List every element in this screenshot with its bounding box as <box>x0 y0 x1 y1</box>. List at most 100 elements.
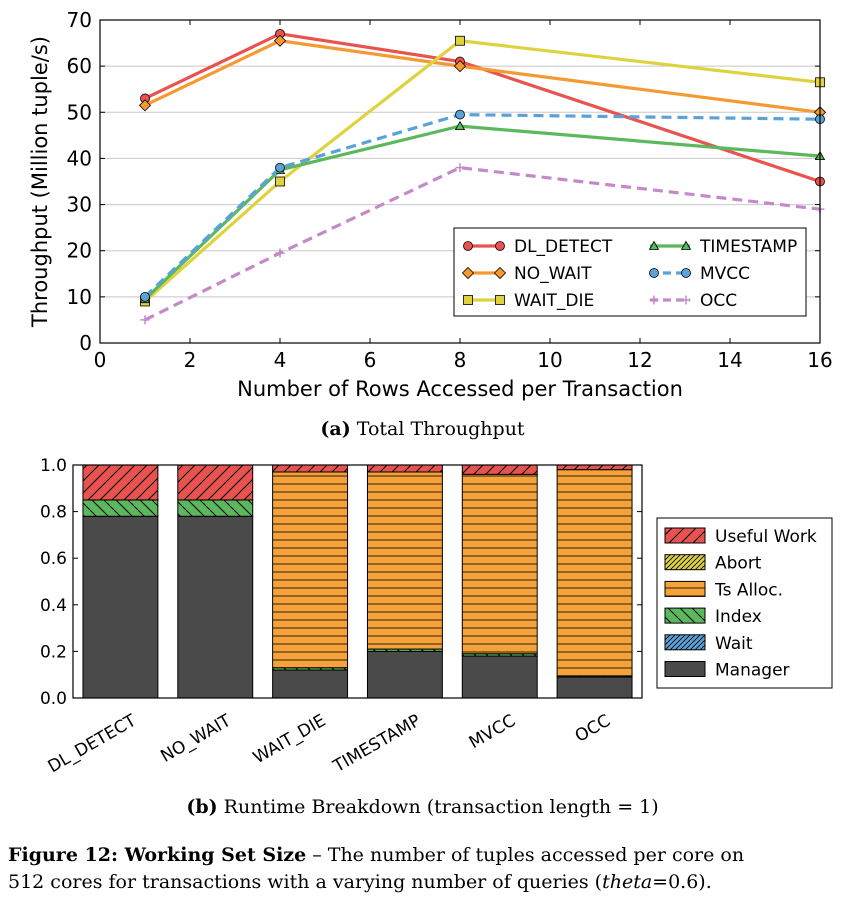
figure-caption-text-2b: =0.6). <box>652 871 712 893</box>
x-tick-label: 12 <box>627 348 652 372</box>
figure-caption-text-2a: 512 cores for transactions with a varyin… <box>8 871 603 893</box>
legend-label: Abort <box>715 554 762 574</box>
legend-swatch <box>664 554 706 571</box>
x-tick-label: 14 <box>717 348 742 372</box>
data-point-no-wait <box>453 60 467 73</box>
bar-segment-useful-work <box>272 464 349 473</box>
y-tick-label: 40 <box>67 146 92 170</box>
series-line-no-wait <box>144 39 821 114</box>
bar-segment-manager <box>461 655 538 699</box>
x-tick-label: 8 <box>454 348 467 372</box>
x-tick-label: TIMESTAMP <box>329 711 424 777</box>
legend-label: WAIT_DIE <box>514 291 594 311</box>
y-tick-label: 50 <box>67 100 92 124</box>
data-point-no-wait <box>273 34 287 47</box>
legend-label: Ts Alloc. <box>714 580 783 600</box>
subcaption-a-text: Total Throughput <box>356 418 525 440</box>
plot-frame <box>72 464 643 699</box>
legend-marker <box>681 295 691 305</box>
y-tick-label: 60 <box>67 54 92 78</box>
legend-entry-ts-alloc: Ts Alloc. <box>664 580 783 600</box>
data-point-occ <box>275 248 285 258</box>
legend-marker <box>648 240 660 250</box>
y-tick-label: 0.4 <box>40 596 67 616</box>
bar-segment-useful-work <box>461 464 538 475</box>
y-tick-label: 0.8 <box>40 503 67 523</box>
legend-entry-abort: Abort <box>664 554 762 574</box>
x-tick-label: 4 <box>274 348 287 372</box>
subcaption-b-label: (b) <box>186 796 218 818</box>
legend-entry-timestamp: TIMESTAMP <box>648 237 797 257</box>
bar-segment-manager <box>556 676 633 699</box>
data-point-occ <box>140 315 150 325</box>
legend-entry-index: Index <box>664 607 762 627</box>
bar-stack-occ: OCC <box>556 464 633 747</box>
legend-entry-no-wait: NO_WAIT <box>461 264 592 284</box>
legend-marker <box>461 266 475 280</box>
y-tick-label: 0.2 <box>40 642 67 662</box>
legend-entry-dl-detect: DL_DETECT <box>463 237 613 257</box>
legend-swatch <box>664 607 706 624</box>
legend-marker <box>680 240 692 250</box>
legend-entry-useful-work: Useful Work <box>664 527 817 547</box>
y-axis-label: Throughput (Million tuple/s) <box>28 36 52 328</box>
legend-entry-manager: Manager <box>664 661 790 681</box>
legend-entry-wait-die: WAIT_DIE <box>463 291 594 311</box>
legend-label: TIMESTAMP <box>699 237 797 257</box>
legend-marker <box>493 266 507 280</box>
legend-label: Manager <box>715 661 790 681</box>
data-point-mvcc <box>455 109 465 120</box>
figure-caption: Figure 12: Working Set Size – The number… <box>8 842 838 896</box>
plot-frame <box>99 19 821 344</box>
x-tick-label: 10 <box>537 348 562 372</box>
x-tick-label: WAIT_DIE <box>250 711 330 768</box>
runtime-breakdown-bar-chart: DL_DETECT NO_WAIT WAIT_DIE TIMESTAMP MVCC OCC… <box>40 456 833 777</box>
legend-marker <box>495 295 505 305</box>
legend: Useful Work Abort Ts Alloc. Index Wait Manage… <box>656 517 833 689</box>
series-no-wait <box>138 34 827 119</box>
bar-segment-index <box>177 499 254 517</box>
series-mvcc <box>140 109 825 302</box>
bar-stack-no-wait: NO_WAIT <box>157 464 254 767</box>
legend-marker <box>681 268 691 278</box>
bar-stack-mvcc: MVCC <box>461 464 538 753</box>
axis-ticks: 0 10 20 30 40 50 60 70 0 2 4 6 8 10 12 14 16 <box>67 8 833 372</box>
legend-label: OCC <box>700 291 737 311</box>
x-tick-label: 6 <box>364 348 377 372</box>
bar-segment-ts-alloc <box>272 471 349 669</box>
bar-segment-useful-work <box>177 464 254 501</box>
y-tick-label: 30 <box>67 193 92 217</box>
bar-segment-manager <box>272 669 349 699</box>
legend-box <box>453 227 807 317</box>
x-tick-label: 16 <box>807 348 832 372</box>
bar-segment-useful-work <box>556 464 633 471</box>
axis-ticks: 0.0 0.2 0.4 0.6 0.8 1.0 <box>40 456 642 709</box>
data-point-timestamp <box>454 120 466 131</box>
legend-swatch <box>664 580 706 597</box>
figure-caption-text-1: – The number of tuples accessed per core… <box>306 844 745 866</box>
legend-label: Wait <box>715 634 753 654</box>
bar-segment-manager <box>366 650 443 699</box>
legend-label: NO_WAIT <box>514 264 592 284</box>
series-line-timestamp <box>143 124 821 301</box>
subcaption-a: (a) Total Throughput <box>0 418 845 440</box>
y-tick-label: 20 <box>67 239 92 263</box>
y-tick-label: 70 <box>67 8 92 32</box>
legend-label: Index <box>715 607 762 627</box>
data-point-no-wait <box>138 99 152 112</box>
data-point-occ <box>455 163 465 173</box>
legend-marker <box>463 295 473 305</box>
legend-box <box>656 517 833 689</box>
legend-swatch <box>664 661 706 677</box>
throughput-line-chart: 0 10 20 30 40 50 60 70 0 2 4 6 8 10 12 14 16 Throughput … <box>28 8 833 401</box>
series-line-dl-detect <box>144 32 821 184</box>
legend-marker <box>649 295 659 305</box>
subcaption-b: (b) Runtime Breakdown (transaction lengt… <box>0 796 845 818</box>
x-tick-label: MVCC <box>466 711 519 753</box>
y-tick-label: 0.6 <box>40 549 67 569</box>
y-tick-label: 1.0 <box>40 456 67 476</box>
x-tick-label: 0 <box>94 348 107 372</box>
subcaption-a-label: (a) <box>320 418 351 440</box>
bar-stack-timestamp: TIMESTAMP <box>329 464 443 777</box>
